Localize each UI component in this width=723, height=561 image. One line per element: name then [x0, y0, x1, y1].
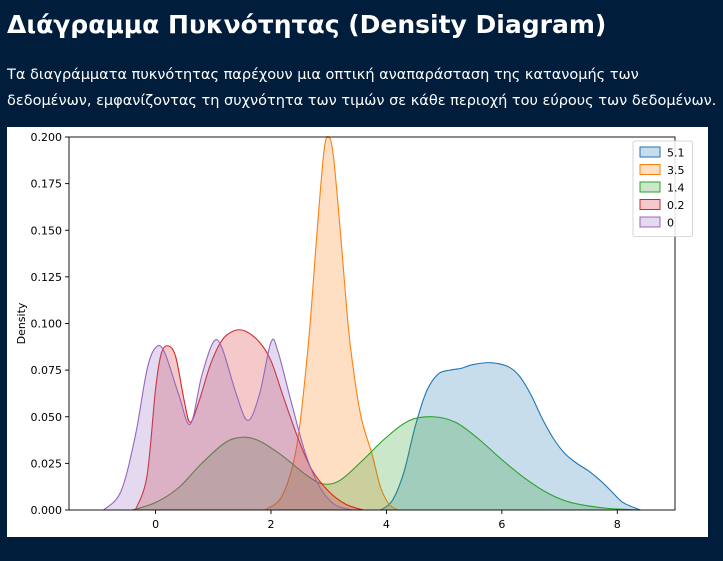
y-tick-label-0: 0.000	[31, 504, 63, 517]
x-tick-label-0: 0	[152, 518, 159, 531]
x-tick-label-3: 6	[498, 518, 505, 531]
legend-swatch-0	[639, 146, 661, 158]
chart-card: 0 2 4 6 8 0.000 0.025 0.050 0.075 0.100 0.125 0.150…	[7, 127, 708, 537]
series-area-2	[132, 416, 641, 510]
y-axis-label: Density	[15, 302, 28, 344]
series-line-3	[134, 329, 364, 511]
series-area-4	[103, 339, 352, 510]
y-tick-label-2: 0.050	[31, 411, 63, 424]
y-tick-label-5: 0.125	[31, 271, 63, 284]
chart-legend: 5.1 3.5 1.4 0.2 0	[632, 140, 693, 237]
series-area-1	[265, 136, 398, 510]
y-tick-label-4: 0.100	[31, 318, 63, 331]
y-tick-label-1: 0.025	[31, 457, 63, 470]
x-tick-label-2: 4	[383, 518, 390, 531]
chart-axes: 0 2 4 6 8 0.000 0.025 0.050 0.075 0.100 0.125 0.150…	[15, 131, 676, 531]
series-line-1	[264, 135, 399, 511]
density-chart: 0 2 4 6 8 0.000 0.025 0.050 0.075 0.100 0.125 0.150…	[15, 131, 693, 531]
legend-label-1: 3.5	[667, 164, 685, 177]
y-tick-label-8: 0.200	[31, 131, 63, 144]
legend-swatch-4	[639, 216, 661, 228]
series-area-0	[380, 362, 641, 510]
legend-label-2: 1.4	[667, 182, 685, 195]
y-tick-label-7: 0.175	[31, 178, 63, 191]
page-title: Διάγραμμα Πυκνότητας (Density Diagram)	[7, 10, 607, 39]
legend-swatch-2	[639, 181, 661, 193]
legend-swatch-1	[639, 164, 661, 175]
y-tick-label-3: 0.075	[31, 364, 63, 377]
density-areas	[103, 135, 641, 511]
series-line-4	[103, 338, 352, 511]
y-tick-label-6: 0.150	[31, 224, 63, 237]
page-description: Τα διαγράμματα πυκνότητας παρέχουν μια ο…	[7, 67, 717, 109]
legend-label-3: 0.2	[667, 199, 685, 212]
legend-swatch-3	[639, 199, 661, 210]
x-tick-label-4: 8	[614, 518, 621, 531]
x-tick-label-1: 2	[268, 518, 275, 531]
series-line-2	[132, 416, 641, 511]
series-line-0	[380, 362, 641, 511]
legend-label-4: 0	[667, 217, 674, 230]
legend-label-0: 5.1	[667, 147, 685, 160]
